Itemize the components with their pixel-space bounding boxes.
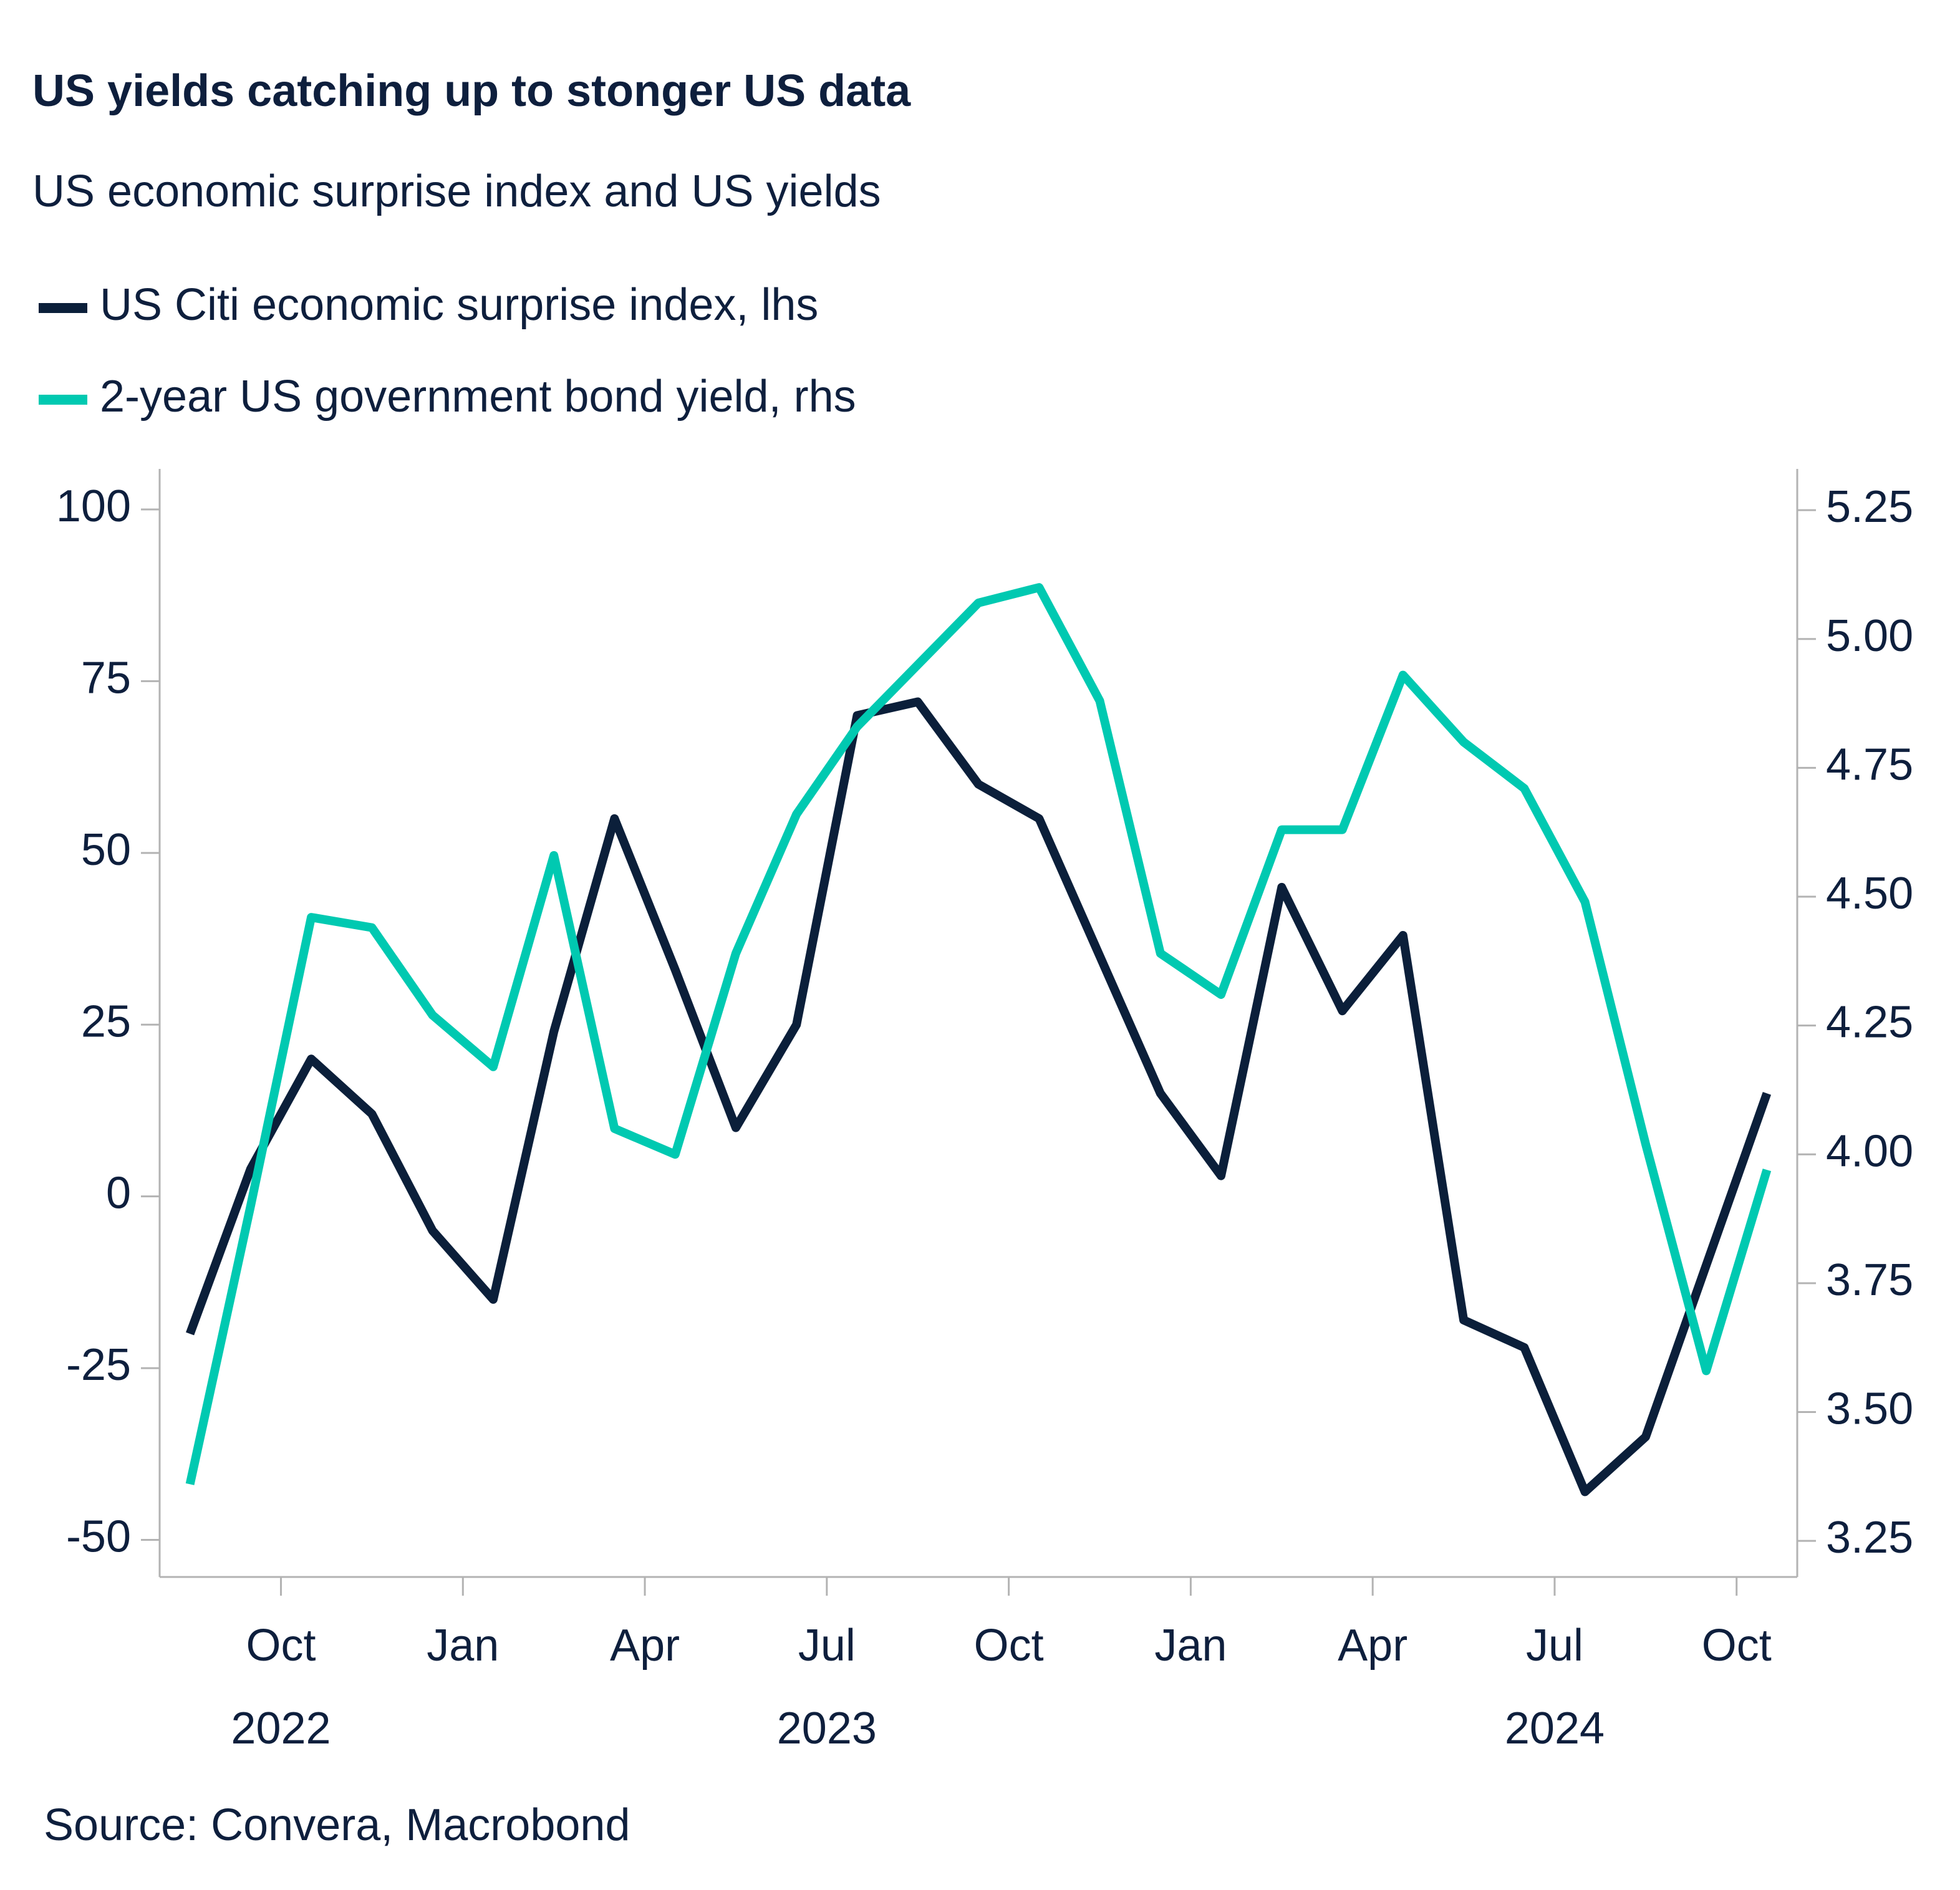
x-tick-label: Oct xyxy=(246,1621,316,1671)
legend-label: US Citi economic surprise index, lhs xyxy=(100,280,818,330)
x-tick-label: Oct xyxy=(974,1621,1044,1671)
x-year-label: 2023 xyxy=(777,1704,877,1753)
x-tick-label: Oct xyxy=(1702,1621,1772,1671)
x-tick-label: Jul xyxy=(798,1621,856,1671)
y2-tick-label: 4.75 xyxy=(1826,740,1913,789)
y2-tick-label: 5.25 xyxy=(1826,482,1913,532)
series-line xyxy=(186,697,1772,1497)
y2-tick-label: 4.25 xyxy=(1826,998,1913,1048)
y-tick-label: 75 xyxy=(81,653,131,703)
series-line xyxy=(185,583,1772,1485)
y-tick-label: 0 xyxy=(106,1169,131,1218)
x-year-label: 2022 xyxy=(231,1704,331,1753)
y-tick-label: 50 xyxy=(81,825,131,875)
y2-tick-label: 3.25 xyxy=(1826,1513,1913,1563)
y2-tick-label: 3.50 xyxy=(1826,1384,1913,1434)
legend-label: 2-year US government bond yield, rhs xyxy=(100,372,856,422)
y2-tick-label: 3.75 xyxy=(1826,1255,1913,1305)
x-tick-label: Apr xyxy=(1338,1621,1407,1671)
x-tick-label: Apr xyxy=(610,1621,680,1671)
chart-subtitle: US economic surprise index and US yields xyxy=(32,166,881,216)
y-tick-label: -25 xyxy=(66,1340,131,1390)
y2-tick-label: 4.00 xyxy=(1826,1126,1913,1176)
y2-tick-label: 4.50 xyxy=(1826,869,1913,918)
x-year-label: 2024 xyxy=(1505,1704,1605,1753)
x-tick-label: Jan xyxy=(1154,1621,1227,1671)
source-note: Source: Convera, Macrobond xyxy=(44,1800,630,1850)
x-tick-label: Jul xyxy=(1526,1621,1583,1671)
y-tick-label: 25 xyxy=(81,996,131,1046)
y-tick-label: -50 xyxy=(66,1512,131,1562)
y-tick-label: 100 xyxy=(56,481,131,531)
x-tick-label: Jan xyxy=(427,1621,499,1671)
chart-title: US yields catching up to stonger US data xyxy=(32,66,911,116)
y2-tick-label: 5.00 xyxy=(1826,611,1913,661)
